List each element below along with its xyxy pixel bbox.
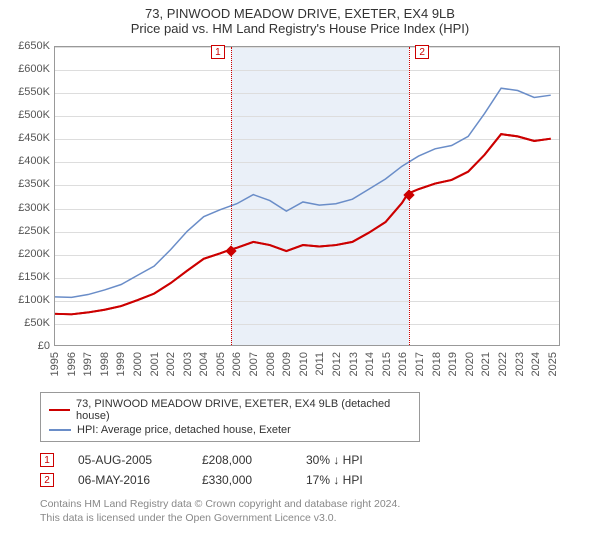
sale-row: 1 05-AUG-2005 £208,000 30% ↓ HPI (40, 450, 600, 470)
xtick-label: 2003 (182, 352, 194, 376)
sale-date: 06-MAY-2016 (78, 473, 178, 487)
xtick-label: 1999 (115, 352, 127, 376)
xtick-label: 2017 (414, 352, 426, 376)
xtick-label: 1996 (66, 352, 78, 376)
xtick-label: 2025 (547, 352, 559, 376)
xtick-label: 1998 (99, 352, 111, 376)
footer-line-1: Contains HM Land Registry data © Crown c… (40, 498, 600, 512)
xtick-label: 2021 (480, 352, 492, 376)
title-block: 73, PINWOOD MEADOW DRIVE, EXETER, EX4 9L… (0, 0, 600, 38)
ytick-label: £150K (0, 271, 50, 283)
xtick-label: 2014 (364, 352, 376, 376)
legend: 73, PINWOOD MEADOW DRIVE, EXETER, EX4 9L… (40, 392, 420, 442)
ytick-label: £250K (0, 225, 50, 237)
chart-lines (55, 47, 559, 345)
xtick-label: 1997 (82, 352, 94, 376)
xtick-label: 2007 (248, 352, 260, 376)
xtick-label: 2008 (265, 352, 277, 376)
xtick-label: 2006 (231, 352, 243, 376)
xtick-label: 2000 (132, 352, 144, 376)
xtick-label: 2010 (298, 352, 310, 376)
ytick-label: £350K (0, 178, 50, 190)
sale-price: £330,000 (202, 473, 282, 487)
sale-marker-line (231, 47, 232, 345)
ytick-label: £100K (0, 294, 50, 306)
page-subtitle: Price paid vs. HM Land Registry's House … (0, 21, 600, 36)
sale-row: 2 06-MAY-2016 £330,000 17% ↓ HPI (40, 470, 600, 490)
footer: Contains HM Land Registry data © Crown c… (40, 498, 600, 525)
xtick-label: 2013 (348, 352, 360, 376)
ytick-label: £0 (0, 340, 50, 352)
legend-item: HPI: Average price, detached house, Exet… (49, 423, 411, 437)
chart: £0 £50K £100K £150K £200K £250K £300K £350K £400… (0, 46, 560, 386)
ytick-label: £650K (0, 40, 50, 52)
xtick-label: 2005 (215, 352, 227, 376)
sale-row-marker: 1 (40, 453, 54, 467)
xtick-label: 2018 (431, 352, 443, 376)
xtick-label: 2022 (497, 352, 509, 376)
series-property (55, 134, 551, 314)
legend-swatch (49, 409, 70, 411)
series-property-top (55, 134, 551, 314)
xtick-label: 2001 (149, 352, 161, 376)
xtick-label: 2020 (464, 352, 476, 376)
legend-label: 73, PINWOOD MEADOW DRIVE, EXETER, EX4 9L… (76, 398, 411, 422)
xtick-label: 2002 (165, 352, 177, 376)
ytick-label: £550K (0, 86, 50, 98)
xtick-label: 2024 (530, 352, 542, 376)
xtick-label: 2015 (381, 352, 393, 376)
sale-hpi: 30% ↓ HPI (306, 453, 406, 467)
page-title: 73, PINWOOD MEADOW DRIVE, EXETER, EX4 9L… (0, 6, 600, 21)
xtick-label: 2019 (447, 352, 459, 376)
xtick-label: 1995 (49, 352, 61, 376)
legend-label: HPI: Average price, detached house, Exet… (77, 424, 291, 436)
xtick-label: 2016 (397, 352, 409, 376)
ytick-label: £50K (0, 317, 50, 329)
xtick-label: 2012 (331, 352, 343, 376)
sale-date: 05-AUG-2005 (78, 453, 178, 467)
series-hpi (55, 88, 551, 297)
sale-marker-box: 2 (415, 45, 429, 59)
x-axis-ticks: 1995199619971998199920002001200220032004… (54, 348, 560, 384)
xtick-label: 2011 (314, 352, 326, 376)
ytick-label: £300K (0, 202, 50, 214)
sales-table: 1 05-AUG-2005 £208,000 30% ↓ HPI 2 06-MAY-201… (40, 450, 600, 490)
xtick-label: 2004 (198, 352, 210, 376)
ytick-label: £600K (0, 63, 50, 75)
footer-line-2: This data is licensed under the Open Gov… (40, 512, 600, 526)
sale-marker-box: 1 (211, 45, 225, 59)
xtick-label: 2009 (281, 352, 293, 376)
sale-row-marker: 2 (40, 473, 54, 487)
sale-price: £208,000 (202, 453, 282, 467)
sale-hpi: 17% ↓ HPI (306, 473, 406, 487)
legend-swatch (49, 429, 71, 431)
ytick-label: £500K (0, 109, 50, 121)
plot-area: 12 (54, 46, 560, 346)
ytick-label: £200K (0, 248, 50, 260)
xtick-label: 2023 (514, 352, 526, 376)
ytick-label: £400K (0, 155, 50, 167)
ytick-label: £450K (0, 132, 50, 144)
legend-item: 73, PINWOOD MEADOW DRIVE, EXETER, EX4 9L… (49, 397, 411, 423)
